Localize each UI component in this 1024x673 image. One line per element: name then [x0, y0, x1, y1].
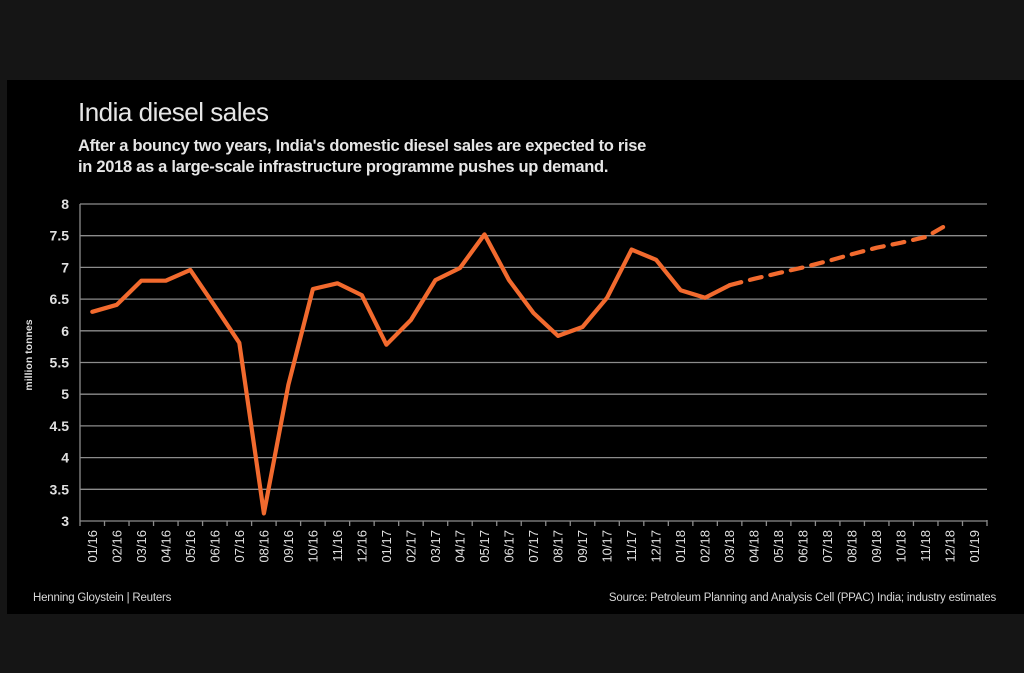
- y-tick-label: 4.5: [50, 418, 70, 434]
- series-lines: [90, 220, 953, 516]
- x-tick-label: 05/17: [477, 530, 492, 563]
- x-tick-label: 09/17: [575, 530, 590, 563]
- y-tick-label: 8: [61, 196, 69, 212]
- y-tick-label: 7: [61, 259, 69, 275]
- y-tick-label: 5.5: [50, 355, 70, 371]
- x-tick-label: 04/17: [452, 530, 467, 563]
- x-tick-label: 03/18: [722, 530, 737, 563]
- x-tick-label: 05/16: [183, 530, 198, 563]
- chart-title: India diesel sales: [78, 97, 269, 127]
- source-note: Source: Petroleum Planning and Analysis …: [608, 592, 996, 604]
- x-tick-label: 08/16: [256, 530, 271, 563]
- x-tick-labels: 01/16 02/16 03/16 04/16 05/16 06/16 07/16 08/16…: [85, 530, 982, 563]
- x-tick-label: 11/18: [918, 530, 933, 562]
- x-tick-label: 10/18: [894, 530, 909, 563]
- x-tick-label: 01/18: [673, 530, 688, 563]
- x-tick-label: 07/17: [526, 530, 541, 563]
- y-tick-label: 3: [61, 513, 69, 529]
- x-tick-label: 06/17: [501, 530, 516, 563]
- x-tick-label: 12/17: [649, 530, 664, 563]
- x-tick-label: 02/17: [403, 530, 418, 563]
- x-tick-label: 08/17: [551, 530, 566, 563]
- x-tick-label: 04/16: [158, 530, 173, 563]
- x-tick-label: 04/18: [747, 530, 762, 563]
- x-tick-label: 01/16: [85, 530, 100, 563]
- x-tick-label: 03/16: [134, 530, 149, 563]
- x-tick-label: 02/16: [109, 530, 124, 563]
- y-tick-labels: 3 3.5 4 4.5 5 5.5 6 6.5 7 7.5 8: [50, 196, 70, 529]
- x-tick-label: 05/18: [771, 530, 786, 563]
- subtitle-line-1: After a bouncy two years, India's domest…: [78, 137, 647, 155]
- y-tick-label: 7.5: [50, 228, 70, 244]
- y-tick-label: 4: [61, 450, 69, 466]
- x-tick-label: 01/19: [967, 530, 982, 563]
- x-tick-label: 12/18: [943, 530, 958, 563]
- y-tick-label: 5: [61, 386, 69, 402]
- x-tick-label: 02/18: [698, 530, 713, 563]
- y-tick-label: 6: [61, 323, 69, 339]
- x-tick-label: 08/18: [845, 530, 860, 563]
- actual-sales-line: [90, 232, 732, 516]
- x-tick-label: 07/16: [232, 530, 247, 563]
- x-tick-label: 10/16: [305, 530, 320, 563]
- y-axis-title: million tonnes: [23, 319, 35, 390]
- chart-panel: [7, 80, 1024, 614]
- x-tick-label: 01/17: [379, 530, 394, 563]
- x-tick-label: 09/16: [281, 530, 296, 563]
- x-tick-label: 11/16: [330, 530, 345, 562]
- subtitle-line-2: in 2018 as a large-scale infrastructure …: [78, 158, 609, 176]
- y-tick-label: 3.5: [50, 481, 70, 497]
- axes: [79, 204, 988, 526]
- x-tick-label: 07/18: [820, 530, 835, 563]
- x-tick-label: 11/17: [624, 530, 639, 562]
- x-tick-label: 12/16: [354, 530, 369, 563]
- x-tick-label: 06/18: [796, 530, 811, 563]
- estimate-line: [727, 220, 953, 288]
- gridlines: [80, 203, 987, 490]
- x-tick-label: 10/17: [600, 530, 615, 563]
- y-tick-label: 6.5: [50, 291, 70, 307]
- x-tick-label: 03/17: [428, 530, 443, 563]
- chart-subtitle: After a bouncy two years, India's domest…: [78, 136, 778, 178]
- x-tick-label: 09/18: [869, 530, 884, 563]
- x-tick-label: 06/16: [207, 530, 222, 563]
- byline: Henning Gloystein | Reuters: [33, 592, 172, 604]
